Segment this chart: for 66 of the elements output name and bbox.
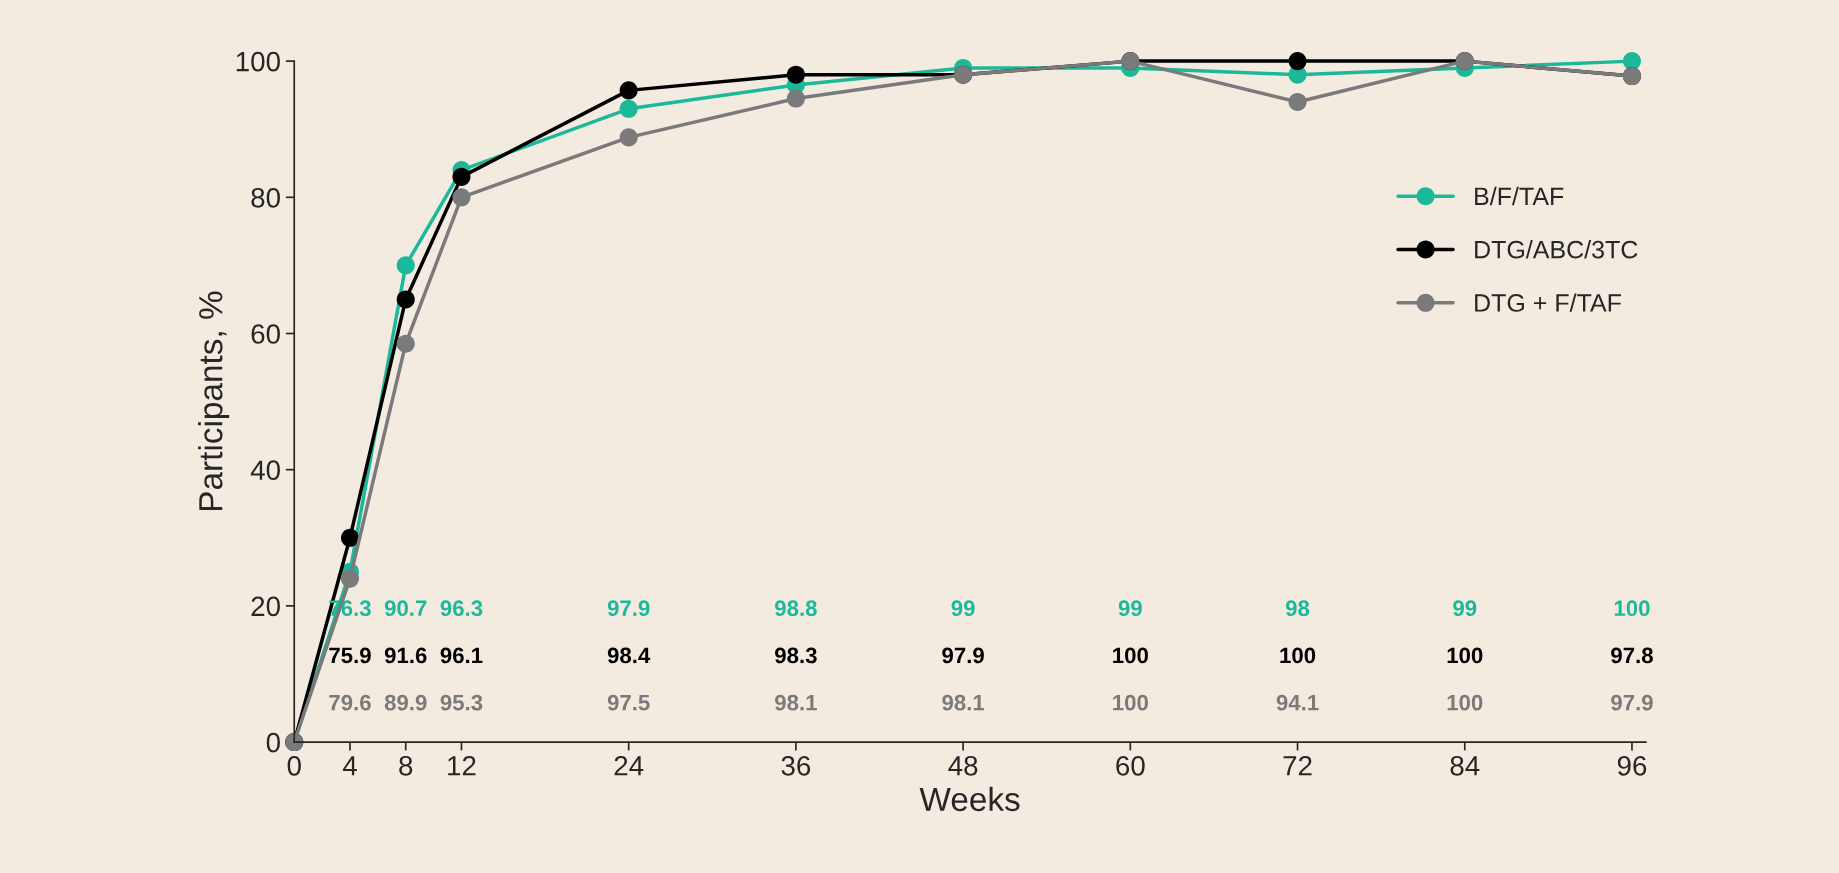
- x-tick-label: 36: [781, 755, 811, 776]
- x-tick-label: 24: [614, 755, 644, 776]
- point: [340, 528, 360, 547]
- point: [452, 188, 471, 207]
- point: [452, 167, 471, 186]
- annotation: 99: [1453, 600, 1477, 617]
- x-tick-label: 48: [948, 755, 978, 776]
- point: [786, 89, 805, 108]
- x-tick-label: 8: [399, 755, 413, 776]
- annotation: 98: [1285, 600, 1310, 617]
- y-tick-label: 20: [251, 596, 280, 617]
- legend-label: B/F/TAF: [1475, 186, 1564, 206]
- point: [619, 99, 638, 118]
- annotation: 99: [951, 600, 975, 617]
- annotation: 97.9: [942, 647, 984, 664]
- annotation: 100: [1280, 647, 1316, 664]
- point: [1288, 52, 1307, 71]
- y-axis-title: Participants, %: [198, 291, 230, 510]
- annotation: 96.1: [440, 647, 483, 664]
- annotation: 90.7: [384, 600, 427, 617]
- x-tick-label: 84: [1450, 755, 1480, 776]
- annotation: 100: [1447, 647, 1483, 664]
- annotation: 98.1: [775, 694, 817, 711]
- annotation: 97.9: [607, 600, 650, 617]
- point: [340, 569, 360, 588]
- y-tick-label: 60: [251, 324, 280, 344]
- point: [396, 256, 415, 275]
- x-tick-label: 72: [1283, 755, 1312, 776]
- x-tick-label: 0: [287, 755, 301, 776]
- annotation: 95.3: [440, 694, 483, 711]
- annotation: 89.9: [384, 694, 427, 711]
- legend-label: DTG + F/TAF: [1475, 293, 1621, 312]
- annotation: 98.3: [775, 647, 817, 664]
- y-tick-label: 0: [266, 732, 280, 753]
- annotation: 98.1: [942, 694, 985, 711]
- annotation: 100: [1113, 694, 1148, 711]
- annotation: 100: [1614, 600, 1650, 617]
- x-axis-title: Weeks: [919, 786, 1020, 812]
- point: [396, 334, 415, 353]
- annotation: 97.8: [1611, 647, 1653, 664]
- annotation: 79.6: [329, 694, 371, 711]
- y-tick-label: 100: [236, 51, 280, 72]
- y-tick-label: 40: [250, 460, 280, 481]
- annotation: 98.4: [607, 647, 651, 664]
- x-tick-label: 60: [1116, 755, 1145, 776]
- annotation: 97.5: [607, 694, 650, 711]
- annotation: 94.1: [1276, 694, 1319, 711]
- point: [619, 128, 638, 147]
- annotation: 75.9: [329, 647, 371, 664]
- y-tick-label: 80: [251, 187, 280, 208]
- annotation: 96.3: [440, 600, 483, 617]
- x-tick-label: 12: [448, 755, 476, 776]
- point: [786, 65, 805, 84]
- point: [1622, 52, 1641, 71]
- annotation: 100: [1113, 647, 1148, 664]
- annotation: 100: [1447, 694, 1483, 711]
- x-tick-label: 4: [342, 756, 357, 776]
- point: [396, 290, 415, 309]
- annotation: 91.6: [384, 647, 427, 664]
- x-tick-label: 96: [1617, 755, 1647, 776]
- annotation: 99: [1118, 600, 1142, 617]
- annotation: 98.8: [775, 600, 817, 617]
- point: [619, 81, 638, 100]
- annotation: 97.9: [1611, 694, 1653, 711]
- point: [1288, 92, 1307, 111]
- legend-label: DTG/ABC/3TC: [1475, 240, 1638, 259]
